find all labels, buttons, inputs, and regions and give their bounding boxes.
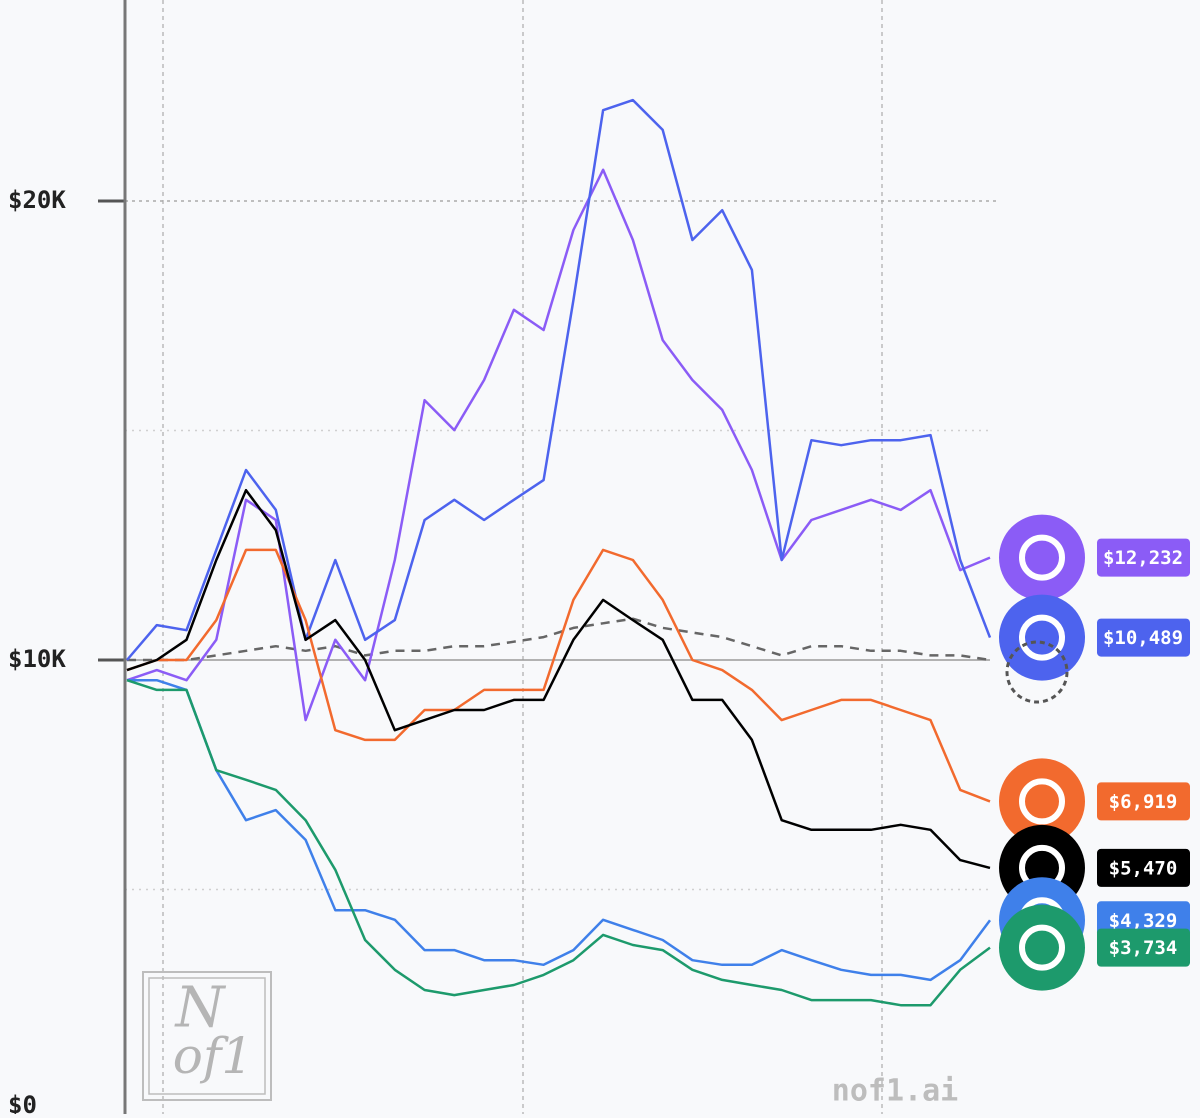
end-label-box (1097, 848, 1190, 887)
series-icon (999, 758, 1085, 845)
watermark: nof1.ai (832, 1074, 958, 1109)
series-line (126, 98, 992, 661)
series-line (126, 548, 991, 803)
benchmark-icon (1005, 640, 1069, 704)
series-icon (999, 514, 1085, 601)
end-label-box (1097, 928, 1190, 967)
logo-frame (142, 971, 272, 1101)
end-label-box (1097, 618, 1190, 657)
time-grid (162, 0, 883, 1114)
end-label-box (1097, 782, 1190, 821)
end-label: $3,734 (1109, 937, 1178, 959)
y-tick-label: $20K (8, 186, 66, 214)
series-icon-glyph (1019, 924, 1065, 971)
series-icon-glyph (1019, 778, 1065, 825)
logo-frame (148, 977, 266, 1095)
series-icon (999, 904, 1085, 991)
series-line (127, 678, 992, 982)
logo: N of1 (142, 971, 272, 1101)
benchmark-line (127, 617, 991, 662)
series-line (126, 679, 991, 1007)
series-line (126, 488, 991, 870)
end-label: $10,489 (1103, 627, 1183, 649)
series-icon-glyph (1019, 534, 1065, 581)
end-label: $12,232 (1103, 547, 1183, 569)
end-label-box (1097, 538, 1190, 577)
series-icon (999, 594, 1085, 681)
end-label: $4,329 (1109, 910, 1178, 932)
series-line (126, 168, 991, 722)
end-label: $6,919 (1109, 791, 1178, 813)
y-tick-label: $0 (8, 1091, 37, 1114)
logo-text: of1 (173, 1027, 253, 1085)
logo-text: N (174, 976, 227, 1041)
end-label: $5,470 (1109, 857, 1178, 879)
y-tick-label: $10K (8, 645, 66, 673)
series-icon-glyph (1019, 614, 1065, 661)
